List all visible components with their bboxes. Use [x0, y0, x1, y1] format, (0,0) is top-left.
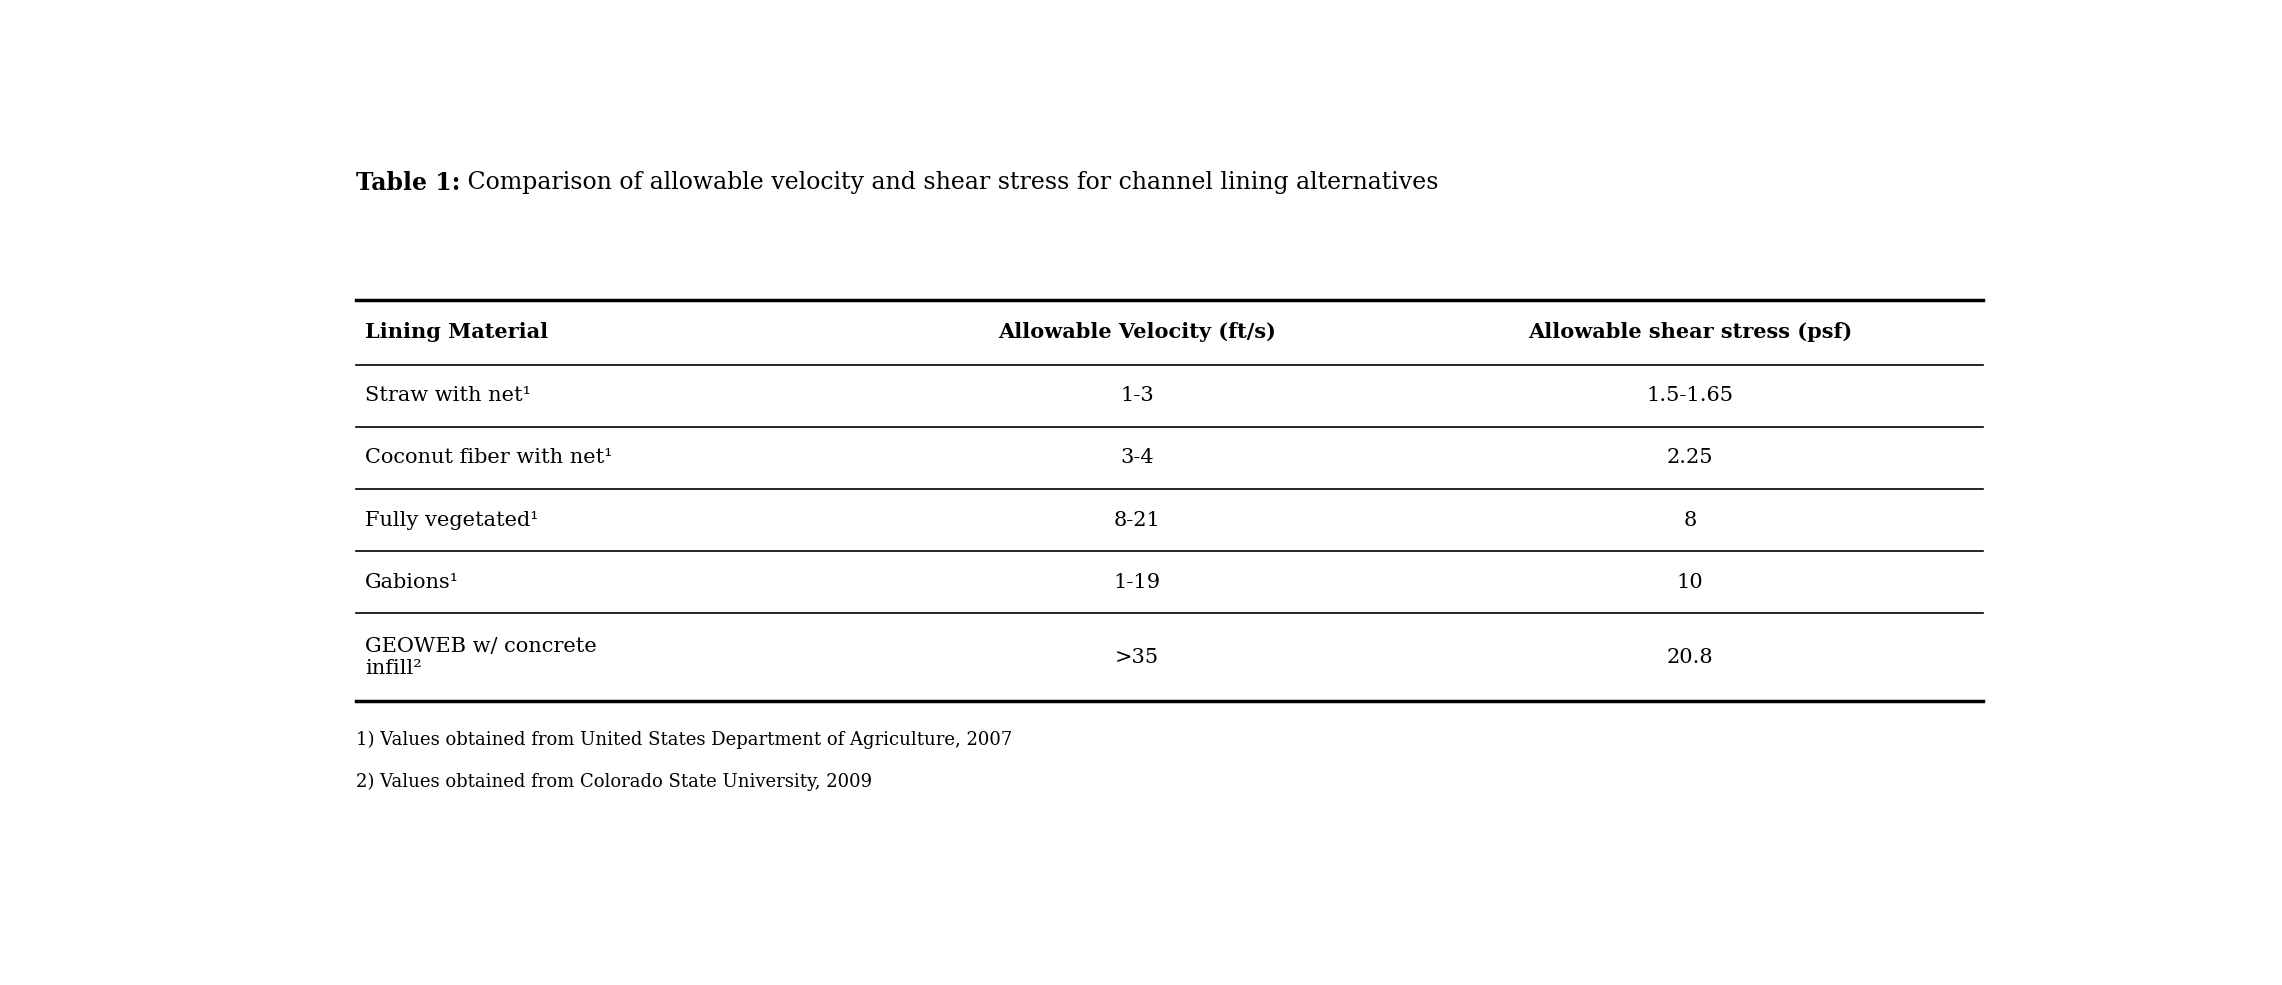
Text: >35: >35	[1116, 647, 1159, 667]
Text: 8: 8	[1684, 510, 1698, 530]
Text: Allowable Velocity (ft/s): Allowable Velocity (ft/s)	[997, 322, 1276, 343]
Text: 1.5-1.65: 1.5-1.65	[1648, 386, 1734, 405]
Text: Gabions¹: Gabions¹	[365, 573, 459, 592]
Text: Fully vegetated¹: Fully vegetated¹	[365, 510, 539, 530]
Text: 3-4: 3-4	[1120, 448, 1155, 468]
Text: 1) Values obtained from United States Department of Agriculture, 2007: 1) Values obtained from United States De…	[356, 731, 1013, 750]
Text: Straw with net¹: Straw with net¹	[365, 386, 532, 405]
Text: 1-3: 1-3	[1120, 386, 1155, 405]
Text: 2) Values obtained from Colorado State University, 2009: 2) Values obtained from Colorado State U…	[356, 773, 872, 791]
Text: 10: 10	[1677, 573, 1705, 592]
Text: Coconut fiber with net¹: Coconut fiber with net¹	[365, 448, 612, 468]
Text: 20.8: 20.8	[1666, 647, 1714, 667]
Text: Lining Material: Lining Material	[365, 322, 548, 343]
Text: GEOWEB w/ concrete
infill²: GEOWEB w/ concrete infill²	[365, 636, 596, 678]
Text: 1-19: 1-19	[1114, 573, 1162, 592]
Text: 2.25: 2.25	[1666, 448, 1714, 468]
Text: Comparison of allowable velocity and shear stress for channel lining alternative: Comparison of allowable velocity and she…	[461, 171, 1440, 194]
Text: 8-21: 8-21	[1114, 510, 1162, 530]
Text: Allowable shear stress (psf): Allowable shear stress (psf)	[1529, 322, 1853, 343]
Text: Table 1:: Table 1:	[356, 171, 461, 195]
